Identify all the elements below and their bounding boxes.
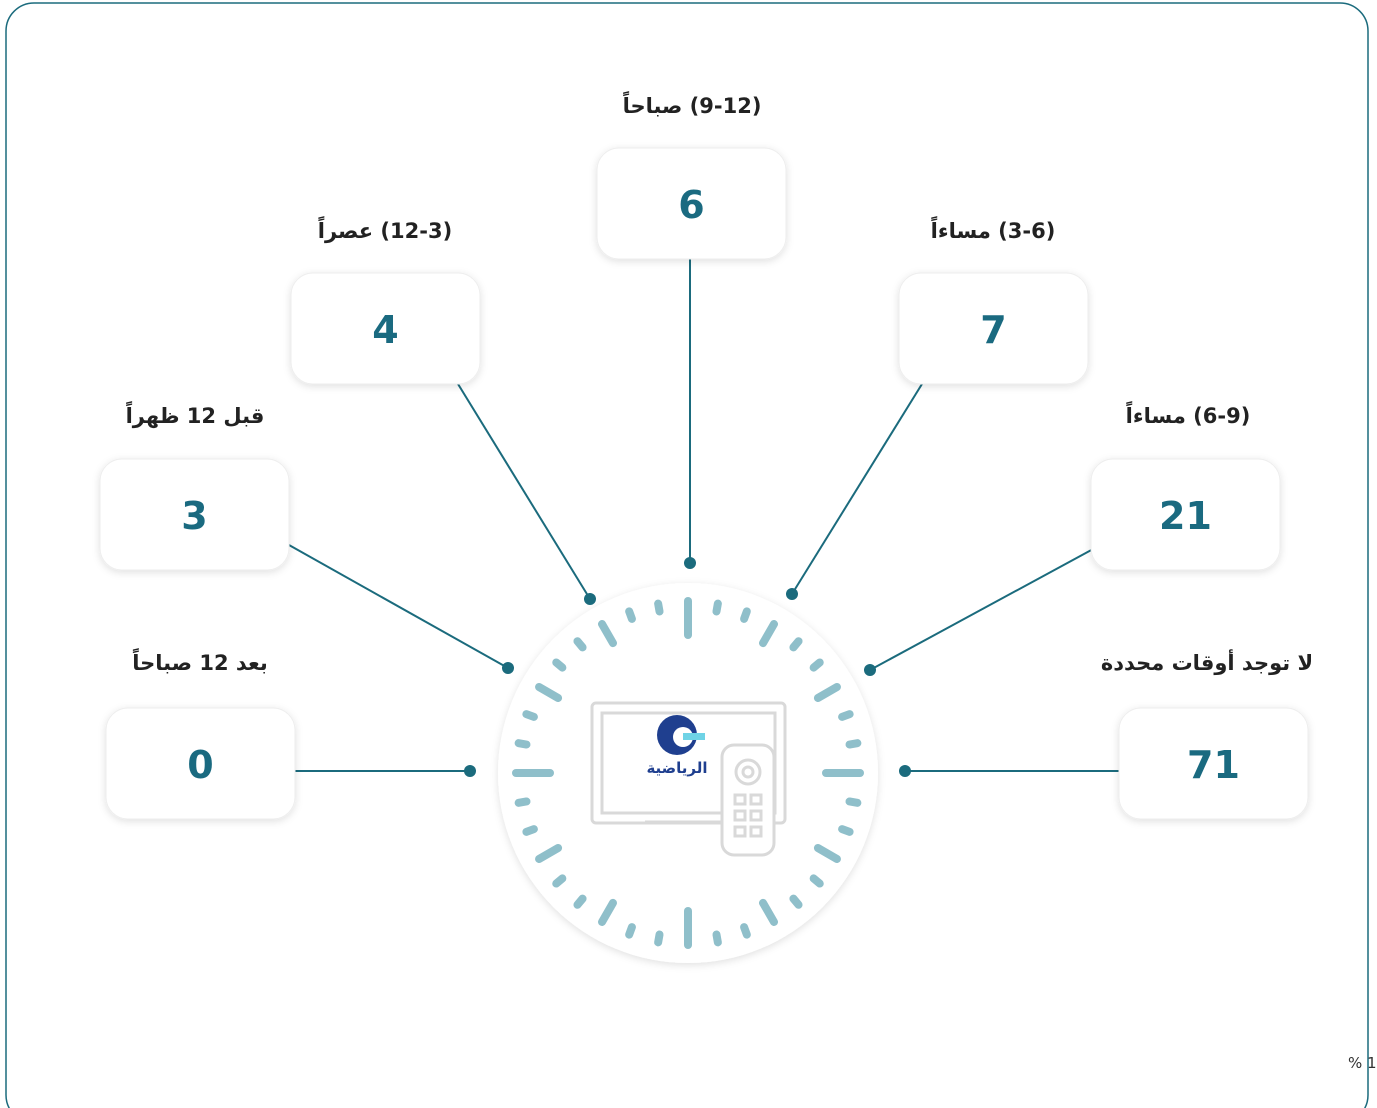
connector-dot xyxy=(864,664,876,676)
clock-tick xyxy=(744,611,747,619)
clock-tick xyxy=(577,641,582,647)
clock-tick xyxy=(842,829,850,832)
clock-tick xyxy=(842,714,850,717)
value: 7 xyxy=(980,308,1006,352)
logo xyxy=(683,733,705,740)
clock-tick xyxy=(793,899,798,905)
logo-text: الرياضية xyxy=(646,759,707,777)
connector-dot xyxy=(786,588,798,600)
clock-tick xyxy=(716,935,717,943)
connector-dot xyxy=(464,765,476,777)
connector-dot xyxy=(584,593,596,605)
clock-tick xyxy=(793,641,798,647)
clock-tick xyxy=(814,662,820,667)
value: 3 xyxy=(181,494,207,538)
clock-tick xyxy=(556,878,562,883)
time-label: (12-3) عصراً xyxy=(318,215,452,243)
time-label: بعد 12 صباحاً xyxy=(132,647,268,675)
clock-tick xyxy=(629,611,632,619)
clock-tick xyxy=(850,801,858,802)
clock-tick xyxy=(658,604,659,612)
clock-tick xyxy=(519,743,527,744)
clock-tick xyxy=(814,878,820,883)
clock: الرياضية xyxy=(498,583,878,963)
time-label: (9-12) صباحاً xyxy=(623,90,762,118)
clock-tick xyxy=(526,714,534,717)
value: 6 xyxy=(678,183,704,227)
clock-tick xyxy=(744,927,747,935)
clock-tick xyxy=(519,801,527,802)
infographic: الرياضية * يسمح بتعدد الإجابات في هذا ال… xyxy=(0,0,1377,1108)
time-label: قبل 12 ظهراً xyxy=(126,400,265,428)
time-label: (6-9) مساءاً xyxy=(1126,400,1251,428)
clock-tick xyxy=(577,899,582,905)
clock-tick xyxy=(850,743,858,744)
value: 4 xyxy=(372,308,398,352)
clock-tick xyxy=(526,829,534,832)
clock-tick xyxy=(629,927,632,935)
connector-dot xyxy=(899,765,911,777)
footnote: * يسمح بتعدد الإجابات في هذا السؤال ولذل… xyxy=(1348,1053,1377,1073)
time-label: لا توجد أوقات محددة xyxy=(1101,648,1313,675)
clock-tick xyxy=(556,662,562,667)
value: 0 xyxy=(187,743,213,787)
time-label: (3-6) مساءاً xyxy=(931,215,1056,243)
value: 71 xyxy=(1187,743,1240,787)
value: 21 xyxy=(1159,494,1212,538)
clock-tick xyxy=(658,935,659,943)
connector-dot xyxy=(502,662,514,674)
clock-tick xyxy=(716,604,717,612)
connector-dot xyxy=(684,557,696,569)
